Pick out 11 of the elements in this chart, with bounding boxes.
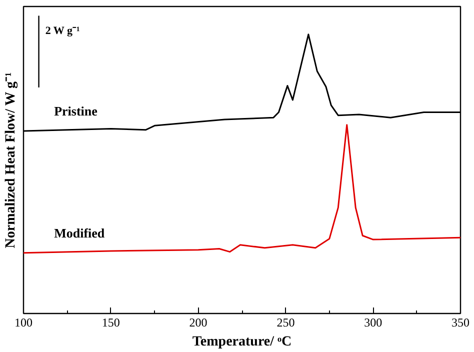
x-axis-title: Temperature/ ᵒC — [192, 334, 292, 350]
y-axis-title: Normalized Heat Flow/ W g⁻¹ — [4, 72, 18, 248]
x-tick-label: 100 — [14, 316, 32, 330]
x-tick-label: 350 — [452, 316, 470, 330]
annotation: 2 W g⁻¹ — [45, 25, 80, 38]
x-tick-label: 250 — [276, 316, 295, 330]
series-label: Pristine — [54, 104, 98, 119]
x-tick-label: 200 — [189, 316, 208, 330]
x-tick-label: 150 — [102, 316, 120, 330]
x-tick-label: 300 — [364, 316, 382, 330]
series-label: Modified — [54, 226, 106, 241]
